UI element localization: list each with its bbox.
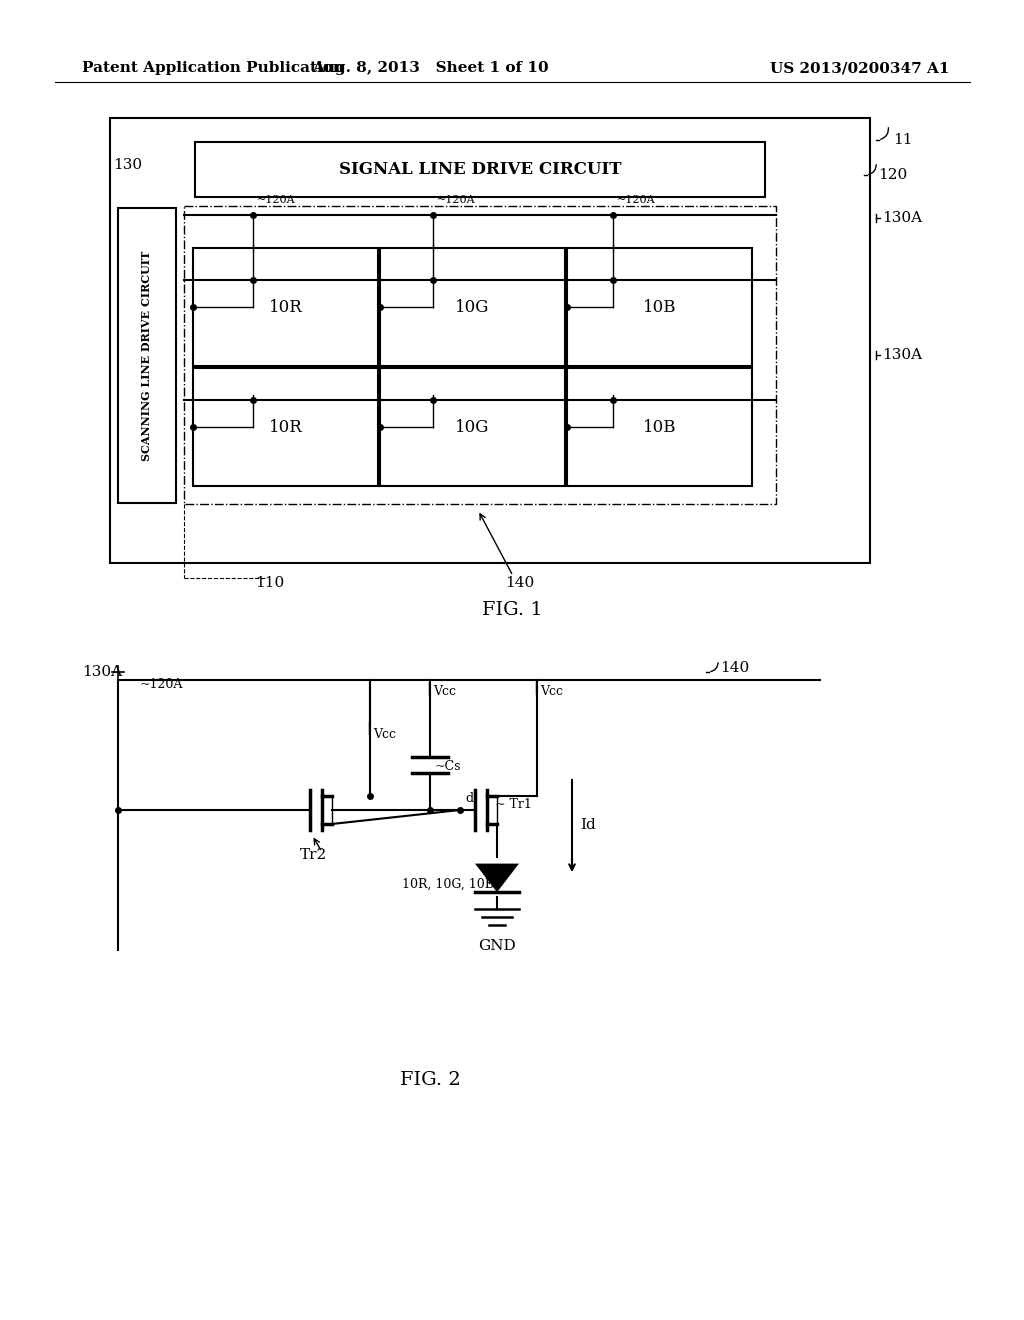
Text: FIG. 1: FIG. 1 — [481, 601, 543, 619]
Text: Vcc: Vcc — [433, 685, 456, 698]
Text: ~120A: ~120A — [257, 195, 296, 205]
Text: 10R: 10R — [268, 418, 302, 436]
Text: Aug. 8, 2013   Sheet 1 of 10: Aug. 8, 2013 Sheet 1 of 10 — [311, 61, 548, 75]
Text: 130A: 130A — [882, 348, 923, 362]
Text: ~Cs: ~Cs — [435, 760, 462, 774]
Bar — [195, 143, 765, 197]
Text: SIGNAL LINE DRIVE CIRCUIT: SIGNAL LINE DRIVE CIRCUIT — [339, 161, 622, 178]
Text: US 2013/0200347 A1: US 2013/0200347 A1 — [770, 61, 950, 75]
Text: GND: GND — [478, 940, 516, 953]
Text: ~120A: ~120A — [437, 195, 475, 205]
Polygon shape — [475, 863, 519, 892]
Text: Vcc: Vcc — [540, 685, 563, 698]
Text: ~ Tr1: ~ Tr1 — [495, 799, 531, 812]
Text: 10G: 10G — [456, 298, 489, 315]
Bar — [380, 368, 565, 486]
Bar — [110, 117, 870, 564]
Text: 110: 110 — [255, 576, 285, 590]
Bar — [380, 248, 565, 366]
Text: SCANNING LINE DRIVE CIRCUIT: SCANNING LINE DRIVE CIRCUIT — [141, 251, 153, 461]
Text: 10R, 10G, 10B: 10R, 10G, 10B — [402, 878, 494, 891]
Text: Id: Id — [580, 818, 596, 832]
Text: Patent Application Publication: Patent Application Publication — [82, 61, 344, 75]
Text: 140: 140 — [506, 576, 535, 590]
Bar — [118, 209, 176, 503]
Text: 130: 130 — [113, 158, 142, 172]
Text: Vcc: Vcc — [373, 729, 396, 741]
Bar — [193, 368, 378, 486]
Bar — [193, 248, 378, 366]
Text: ~120A: ~120A — [140, 678, 183, 692]
Text: ~120A: ~120A — [617, 195, 655, 205]
Text: 10G: 10G — [456, 418, 489, 436]
Bar — [184, 206, 776, 504]
Text: 130A: 130A — [882, 211, 923, 224]
Bar — [567, 248, 752, 366]
Text: 130A: 130A — [82, 665, 122, 678]
Text: 120: 120 — [878, 168, 907, 182]
Text: Tr2: Tr2 — [300, 847, 328, 862]
Text: 11: 11 — [893, 133, 912, 147]
Text: FIG. 2: FIG. 2 — [399, 1071, 461, 1089]
Text: 10R: 10R — [268, 298, 302, 315]
Text: d: d — [465, 792, 473, 804]
Text: 10B: 10B — [643, 298, 676, 315]
Text: 10B: 10B — [643, 418, 676, 436]
Bar — [567, 368, 752, 486]
Text: 140: 140 — [720, 661, 750, 675]
